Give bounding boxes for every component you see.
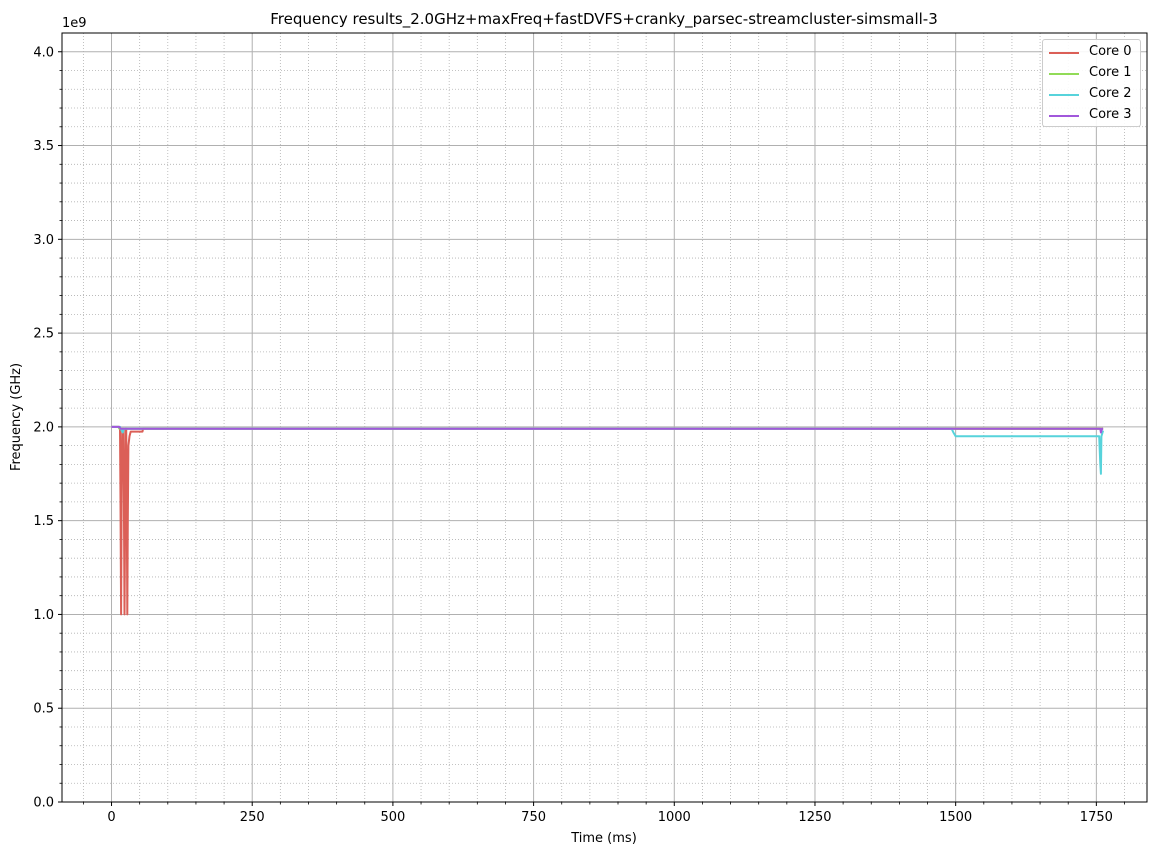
x-tick-label: 0 <box>107 810 115 825</box>
legend-item-core-1: Core 1 <box>1043 64 1142 84</box>
x-tick-label: 750 <box>521 810 546 825</box>
legend-label: Core 1 <box>1089 65 1132 80</box>
legend-swatch <box>1049 94 1079 96</box>
x-tick-label: 1000 <box>658 810 691 825</box>
y-tick-label: 3.5 <box>33 139 54 154</box>
legend-swatch <box>1049 73 1079 75</box>
y-axis-label: Frequency (GHz) <box>9 363 24 471</box>
legend-item-core-0: Core 0 <box>1043 43 1142 63</box>
x-tick-label: 500 <box>380 810 405 825</box>
legend-item-core-3: Core 3 <box>1043 106 1142 126</box>
legend-swatch <box>1049 115 1079 117</box>
chart-title: Frequency results_2.0GHz+maxFreq+fastDVF… <box>270 10 938 29</box>
x-tick-label: 250 <box>240 810 265 825</box>
plot-frame <box>61 32 1148 803</box>
y-tick-label: 2.5 <box>33 327 54 342</box>
legend-label: Core 2 <box>1089 86 1132 101</box>
legend-label: Core 0 <box>1089 44 1132 59</box>
y-tick-label: 0.5 <box>33 702 54 717</box>
series-layer <box>111 425 1105 616</box>
x-tick-label: 1500 <box>939 810 972 825</box>
legend-item-core-2: Core 2 <box>1043 85 1142 105</box>
y-tick-label: 1.5 <box>33 514 54 529</box>
legend-swatch <box>1049 52 1079 54</box>
y-tick-label: 2.0 <box>33 420 54 435</box>
plot-area <box>62 33 1147 802</box>
y-tick-label: 0.0 <box>33 796 54 811</box>
y-tick-label: 3.0 <box>33 233 54 248</box>
y-tick-label: 4.0 <box>33 45 54 60</box>
axis-ticks: 0 250 500 750 1000 1250 1500 1750 0.0 0.5 1.0 1.5 2.… <box>33 45 1125 825</box>
x-tick-label: 1250 <box>798 810 831 825</box>
legend: Core 0 Core 1 Core 2 Core 3 <box>1042 39 1141 127</box>
x-tick-label: 1750 <box>1080 810 1113 825</box>
y-tick-label: 1.0 <box>33 608 54 623</box>
x-axis-label: Time (ms) <box>570 831 637 846</box>
legend-label: Core 3 <box>1089 107 1132 122</box>
minor-grid <box>62 33 1147 802</box>
y-offset-label: 1e9 <box>62 16 87 31</box>
series-line-core-2 <box>111 425 1105 475</box>
series-line-core-3 <box>111 425 1104 434</box>
